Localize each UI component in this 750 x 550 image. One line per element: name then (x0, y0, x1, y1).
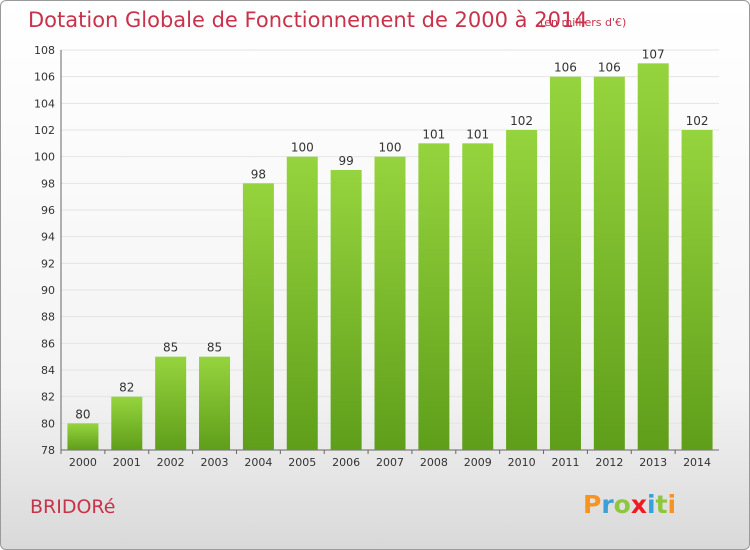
value-label: 101 (422, 127, 445, 141)
value-label: 102 (686, 114, 709, 128)
bar-2009 (462, 143, 494, 451)
bar-2003 (199, 356, 231, 450)
logo-letter: r (601, 490, 614, 519)
x-tick-label: 2010 (508, 456, 536, 469)
bar-2014 (681, 130, 713, 450)
y-tick-label: 90 (41, 284, 55, 297)
bar-2005 (286, 156, 318, 450)
bar-2012 (593, 76, 625, 451)
chart-title: Dotation Globale de Fonctionnement de 20… (28, 8, 588, 32)
y-tick-label: 78 (41, 444, 55, 457)
value-label: 82 (119, 381, 134, 395)
value-label: 98 (251, 167, 266, 181)
value-label: 85 (163, 341, 178, 355)
bars (67, 63, 713, 451)
bar-2004 (242, 183, 274, 451)
x-tick-label: 2012 (595, 456, 623, 469)
y-tick-label: 84 (41, 364, 55, 377)
x-tick-labels: 2000 2001 2002 2003 2004 2005 2006 2007 2008 2009… (69, 456, 711, 469)
value-label: 107 (642, 47, 665, 61)
commune-name: BRIDORé (30, 496, 116, 518)
bar-2010 (506, 130, 538, 450)
x-tick-label: 2003 (201, 456, 229, 469)
value-label: 101 (466, 127, 489, 141)
y-tick-label: 88 (41, 311, 55, 324)
y-tick-label: 98 (41, 177, 55, 190)
logo-letter: i (647, 490, 656, 519)
bar-2000 (67, 423, 99, 450)
x-tick-label: 2009 (464, 456, 492, 469)
bar-2002 (155, 356, 187, 450)
proxiti-logo[interactable]: Proxiti (583, 490, 676, 519)
value-label: 99 (338, 154, 353, 168)
value-label: 80 (75, 407, 90, 421)
y-tick-label: 80 (41, 417, 55, 430)
logo-letter: x (630, 490, 647, 519)
y-tick-label: 92 (41, 257, 55, 270)
bar-2007 (374, 156, 406, 450)
y-tick-label: 106 (34, 71, 55, 84)
bar-2001 (111, 396, 143, 450)
x-tick-label: 2008 (420, 456, 448, 469)
value-label: 100 (379, 141, 402, 155)
x-tick-label: 2014 (683, 456, 711, 469)
x-tick-label: 2006 (332, 456, 360, 469)
y-tick-labels: 78 80 82 84 86 88 90 92 94 96 98 100 102 104 106 108 (34, 44, 55, 457)
value-label: 100 (291, 141, 314, 155)
x-tick-label: 2001 (113, 456, 141, 469)
logo-letter: t (655, 490, 668, 519)
logo-letter: o (613, 490, 631, 519)
logo-letter: P (583, 490, 602, 519)
value-label: 106 (554, 61, 577, 75)
x-tick-label: 2007 (376, 456, 404, 469)
y-tick-label: 82 (41, 391, 55, 404)
y-tick-label: 108 (34, 44, 55, 57)
x-tick-label: 2000 (69, 456, 97, 469)
x-tick-label: 2013 (639, 456, 667, 469)
value-labels: 80 82 85 85 98 100 99 100 101 101 102 106 106 107 102 (75, 47, 708, 421)
y-tick-label: 96 (41, 204, 55, 217)
y-tick-label: 100 (34, 151, 55, 164)
y-tick-label: 94 (41, 231, 55, 244)
unit-label: (en milliers d'€) (540, 16, 627, 29)
x-tick-label: 2005 (288, 456, 316, 469)
x-tick-label: 2002 (157, 456, 185, 469)
bar-2008 (418, 143, 450, 451)
bar-2006 (330, 170, 362, 450)
value-label: 85 (207, 341, 222, 355)
y-tick-label: 102 (34, 124, 55, 137)
y-tick-label: 104 (34, 97, 55, 110)
bar-2011 (549, 76, 581, 451)
value-label: 106 (598, 61, 621, 75)
x-tick-label: 2011 (551, 456, 579, 469)
bar-2013 (637, 63, 669, 450)
value-label: 102 (510, 114, 533, 128)
x-tick-label: 2004 (244, 456, 272, 469)
logo-letter: i (667, 490, 677, 519)
y-tick-label: 86 (41, 337, 55, 350)
